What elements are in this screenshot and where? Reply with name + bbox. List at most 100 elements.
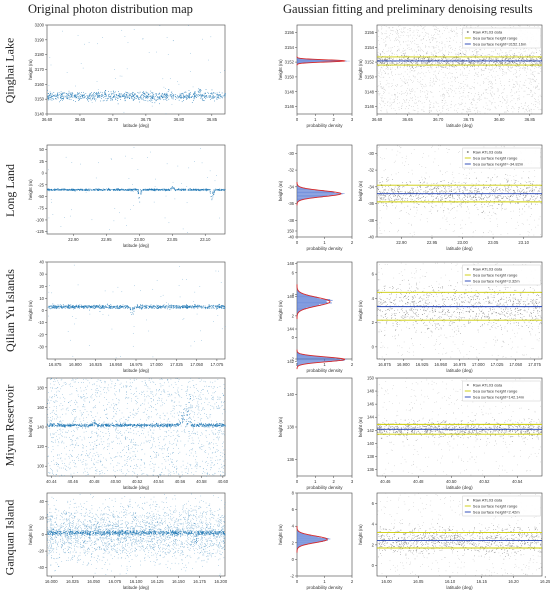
- surface-photon: [94, 98, 96, 100]
- surface-photon: [119, 96, 121, 98]
- raw-point: [495, 71, 497, 72]
- surface-photon: [205, 189, 206, 191]
- raw-point: [397, 55, 398, 57]
- raw-point: [385, 40, 387, 42]
- y-tick-label: -32: [368, 168, 375, 173]
- surface-photon: [105, 96, 107, 97]
- raw-point: [436, 102, 437, 104]
- raw-point: [420, 26, 422, 27]
- raw-point: [412, 88, 413, 89]
- surface-photon: [95, 188, 97, 190]
- raw-point: [496, 53, 498, 55]
- raw-point: [448, 63, 450, 64]
- raw-point: [382, 101, 384, 103]
- raw-point: [392, 59, 393, 60]
- surface-photon: [116, 188, 118, 190]
- raw-point: [439, 59, 441, 60]
- raw-point: [519, 86, 521, 88]
- photon-point: [50, 199, 52, 200]
- surface-photon: [144, 94, 146, 96]
- surface-photon: [134, 94, 136, 96]
- raw-point: [507, 68, 508, 70]
- surface-photon: [63, 188, 65, 190]
- surface-photon: [109, 93, 110, 95]
- raw-point: [494, 68, 495, 69]
- raw-point: [404, 113, 406, 114]
- surface-photon: [200, 89, 201, 90]
- raw-point: [526, 71, 527, 73]
- raw-point: [442, 110, 443, 112]
- raw-point: [408, 44, 410, 46]
- raw-point: [476, 54, 478, 56]
- raw-point: [435, 52, 437, 54]
- raw-point: [507, 66, 509, 67]
- raw-point: [513, 57, 514, 59]
- surface-photon: [198, 94, 199, 95]
- raw-point: [487, 76, 489, 78]
- surface-photon: [173, 96, 174, 98]
- surface-photon: [116, 189, 118, 191]
- surface-photon: [140, 96, 141, 98]
- raw-point: [483, 58, 485, 59]
- surface-photon: [70, 98, 72, 100]
- photon-point: [133, 147, 135, 148]
- surface-photon: [100, 189, 101, 191]
- raw-point: [494, 76, 496, 78]
- raw-point: [528, 61, 530, 63]
- surface-photon: [49, 95, 51, 97]
- histogram-bar: [297, 192, 335, 194]
- surface-photon: [53, 189, 55, 190]
- raw-point: [407, 65, 408, 67]
- surface-photon: [110, 93, 112, 94]
- surface-photon: [94, 189, 96, 191]
- raw-point: [460, 73, 462, 75]
- raw-point: [427, 60, 429, 61]
- raw-point: [459, 49, 461, 50]
- raw-point: [432, 96, 434, 98]
- surface-photon: [198, 90, 200, 92]
- surface-photon: [124, 190, 126, 191]
- raw-point: [417, 54, 418, 56]
- raw-point: [463, 192, 464, 193]
- raw-point: [468, 73, 470, 74]
- surface-photon: [81, 188, 83, 190]
- surface-photon: [54, 95, 56, 97]
- raw-point: [383, 62, 385, 63]
- surface-photon: [170, 188, 172, 189]
- raw-point: [510, 92, 512, 93]
- raw-point: [438, 63, 440, 64]
- raw-point: [389, 98, 391, 100]
- surface-photon: [111, 99, 113, 101]
- raw-point: [412, 41, 413, 42]
- raw-point: [428, 61, 430, 62]
- raw-point: [449, 95, 450, 97]
- raw-point: [409, 62, 411, 63]
- raw-point: [531, 214, 532, 215]
- raw-point: [502, 98, 504, 100]
- raw-point: [399, 74, 401, 75]
- raw-point: [464, 25, 465, 26]
- surface-photon: [165, 189, 167, 191]
- raw-point: [421, 68, 422, 69]
- raw-point: [539, 94, 541, 96]
- raw-point: [435, 101, 437, 103]
- raw-point: [448, 46, 449, 48]
- surface-photon: [195, 96, 196, 97]
- histogram-bar: [297, 193, 343, 195]
- raw-point: [470, 57, 472, 59]
- raw-point: [395, 199, 397, 201]
- surface-photon: [88, 98, 90, 100]
- raw-point: [452, 231, 454, 232]
- raw-point: [418, 50, 420, 51]
- surface-photon: [138, 197, 140, 199]
- surface-photon: [222, 97, 223, 99]
- raw-point: [508, 59, 510, 61]
- raw-point: [401, 79, 403, 81]
- raw-point: [448, 90, 449, 91]
- surface-photon: [101, 189, 103, 191]
- raw-point: [481, 94, 482, 95]
- raw-point: [460, 61, 462, 62]
- raw-point: [414, 91, 416, 93]
- raw-point: [507, 110, 508, 111]
- raw-point: [387, 73, 389, 75]
